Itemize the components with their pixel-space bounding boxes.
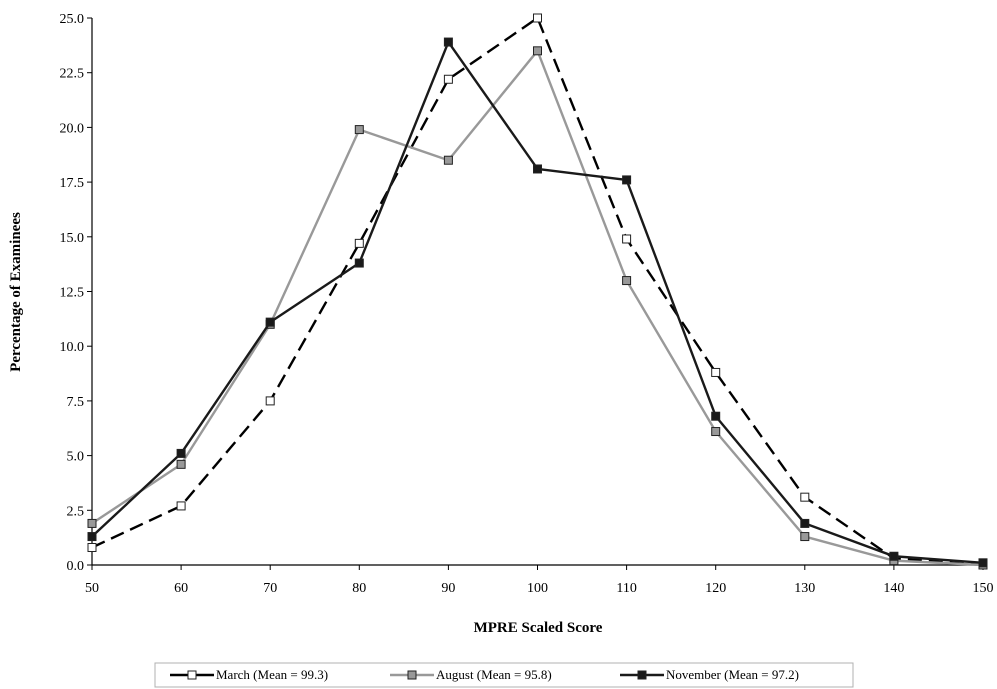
x-axis-title: MPRE Scaled Score (474, 620, 603, 636)
series-layer (87, 13, 988, 570)
x-tick-label: 140 (883, 581, 904, 596)
data-point (443, 74, 453, 84)
x-tick-label: 150 (973, 581, 994, 596)
data-point (711, 367, 721, 377)
y-tick-label: 20.0 (60, 121, 85, 136)
data-point (533, 13, 542, 23)
data-point (176, 459, 186, 469)
legend: March (Mean = 99.3) August (Mean = 95.8) N… (154, 662, 854, 688)
series-line (91, 16, 984, 567)
x-tick-label: 90 (441, 581, 455, 596)
data-point (800, 518, 810, 528)
data-point (800, 492, 810, 502)
legend-marker (187, 670, 197, 680)
data-point (354, 258, 364, 268)
y-tick-label: 17.5 (60, 176, 85, 191)
data-point (87, 518, 97, 528)
series-0 (87, 13, 988, 570)
legend-marker (637, 670, 647, 680)
data-point (265, 317, 275, 327)
data-point (443, 155, 453, 165)
data-point (176, 501, 186, 511)
data-point (176, 448, 186, 458)
axes (91, 18, 983, 566)
x-tick-label: 130 (794, 581, 815, 596)
y-tick-label: 2.5 (67, 504, 85, 519)
series-1 (87, 46, 988, 570)
y-tick-label: 5.0 (67, 450, 85, 465)
ticks (87, 17, 984, 570)
data-point (87, 532, 97, 542)
data-point (622, 175, 632, 185)
legend-marker (407, 670, 417, 680)
x-tick-label: 110 (616, 581, 636, 596)
x-tick-label: 100 (527, 581, 548, 596)
series-line (91, 40, 984, 565)
data-point (622, 234, 632, 244)
y-tick-label: 15.0 (60, 231, 85, 246)
legend-item-2: November (Mean = 97.2) (620, 667, 799, 682)
x-tick-label: 70 (263, 581, 277, 596)
legend-label: November (Mean = 97.2) (666, 667, 799, 682)
y-tick-label: 22.5 (60, 67, 85, 82)
data-point (711, 427, 721, 437)
y-tick-label: 7.5 (67, 395, 85, 410)
data-point (533, 164, 542, 174)
data-point (622, 276, 632, 286)
x-tick-label: 60 (174, 581, 188, 596)
legend-item-0: March (Mean = 99.3) (170, 667, 328, 682)
x-tick-label: 120 (705, 581, 726, 596)
y-tick-label: 12.5 (60, 286, 85, 301)
data-point (354, 238, 364, 248)
legend-label: March (Mean = 99.3) (216, 667, 328, 682)
x-tick-label: 80 (352, 581, 366, 596)
series-line (91, 49, 984, 567)
tick-labels: 0.0 2.5 5.0 7.5 10.0 12.5 15.0 17.5 20.0 22.5 25.0… (60, 12, 994, 596)
x-tick-label: 50 (85, 581, 99, 596)
data-point (800, 532, 810, 542)
data-point (265, 396, 275, 406)
y-tick-label: 10.0 (60, 340, 85, 355)
y-axis-title: Percentage of Examinees (8, 212, 24, 372)
data-point (443, 37, 453, 47)
y-tick-label: 25.0 (60, 12, 85, 27)
data-point (354, 125, 364, 135)
data-point (533, 46, 542, 56)
legend-label: August (Mean = 95.8) (436, 667, 552, 682)
data-point (889, 551, 899, 561)
data-point (978, 558, 988, 568)
data-point (711, 411, 721, 421)
legend-item-1: August (Mean = 95.8) (390, 667, 552, 682)
series-2 (87, 37, 988, 568)
y-tick-label: 0.0 (67, 559, 85, 574)
data-point (87, 542, 97, 552)
legend-frame (154, 662, 854, 688)
